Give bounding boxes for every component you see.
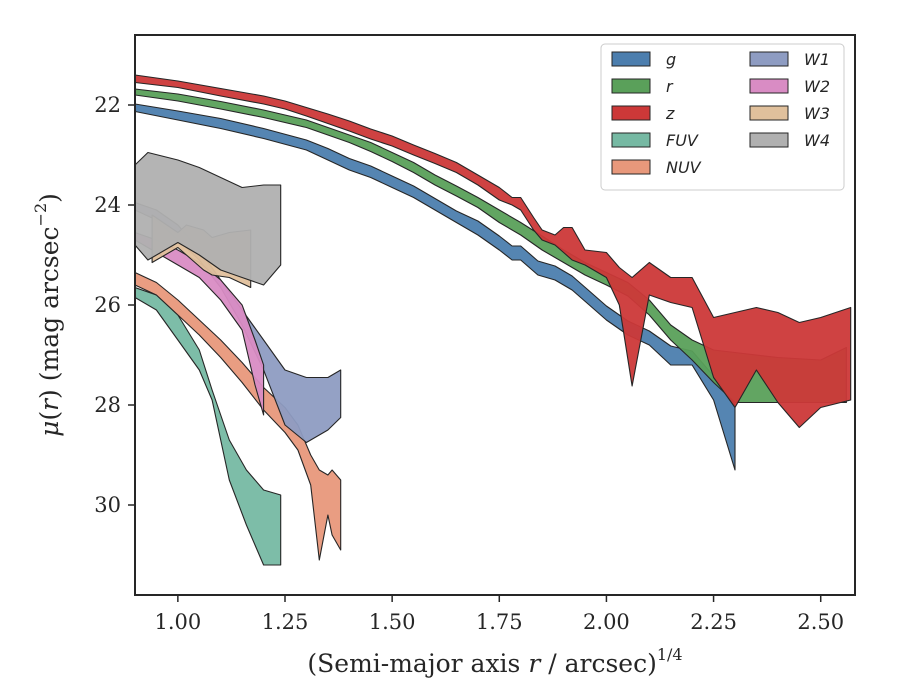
series-nuv-band — [135, 271, 342, 561]
y-tick-label: 30 — [94, 493, 121, 517]
legend-swatch-z — [611, 105, 651, 121]
legend-swatch-fuv — [611, 132, 651, 148]
legend-swatch-w3 — [749, 105, 789, 121]
x-tick-label: 2.50 — [797, 610, 844, 634]
series-z-band — [135, 74, 852, 429]
legend-label-z: z — [665, 104, 675, 123]
series-fuv-band — [135, 286, 282, 566]
legend-swatch-w2 — [749, 78, 789, 94]
legend-swatch-w4 — [749, 132, 789, 148]
series-r-band — [135, 88, 847, 404]
legend-swatch-w1 — [749, 51, 789, 67]
y-tick-label: 22 — [94, 93, 121, 117]
legend-label-w2: W2 — [804, 77, 830, 96]
series-w4-band — [135, 151, 282, 286]
x-tick-label: 1.75 — [476, 610, 523, 634]
x-tick-label: 1.50 — [369, 610, 416, 634]
legend: grz FUV NUV W1 W2 W3 W4 — [600, 43, 845, 191]
legend-label-w1: W1 — [804, 50, 830, 69]
legend-swatch-nuv — [611, 159, 651, 175]
legend-label-fuv: FUV — [666, 131, 699, 150]
y-axis-title: μ(r) (mag arcsec−2) — [31, 193, 64, 437]
x-tick-label: 2.00 — [583, 610, 630, 634]
x-axis-title: (Semi-major axis r / arcsec)1/4 — [307, 645, 682, 678]
x-tick-label: 2.25 — [690, 610, 737, 634]
legend-swatch-r — [611, 78, 651, 94]
legend-label-w3: W3 — [804, 104, 830, 123]
legend-label-w4: W4 — [804, 131, 830, 150]
x-tick-label: 1.00 — [154, 610, 201, 634]
plot-frame — [134, 34, 856, 596]
legend-label-g: g — [666, 50, 676, 69]
legend-label-nuv: NUV — [666, 158, 702, 177]
series-areas — [135, 74, 852, 566]
y-tick-label: 26 — [94, 293, 121, 317]
y-axis: 22 24 26 28 30 — [94, 93, 135, 517]
y-tick-label: 28 — [94, 393, 121, 417]
legend-swatch-g — [611, 51, 651, 67]
x-tick-label: 1.25 — [262, 610, 309, 634]
y-tick-label: 24 — [94, 193, 121, 217]
series-g-band — [135, 103, 736, 471]
x-axis: 1.00 1.25 1.50 1.75 2.00 2.25 2.50 — [154, 595, 844, 634]
legend-label-r: r — [666, 77, 674, 96]
